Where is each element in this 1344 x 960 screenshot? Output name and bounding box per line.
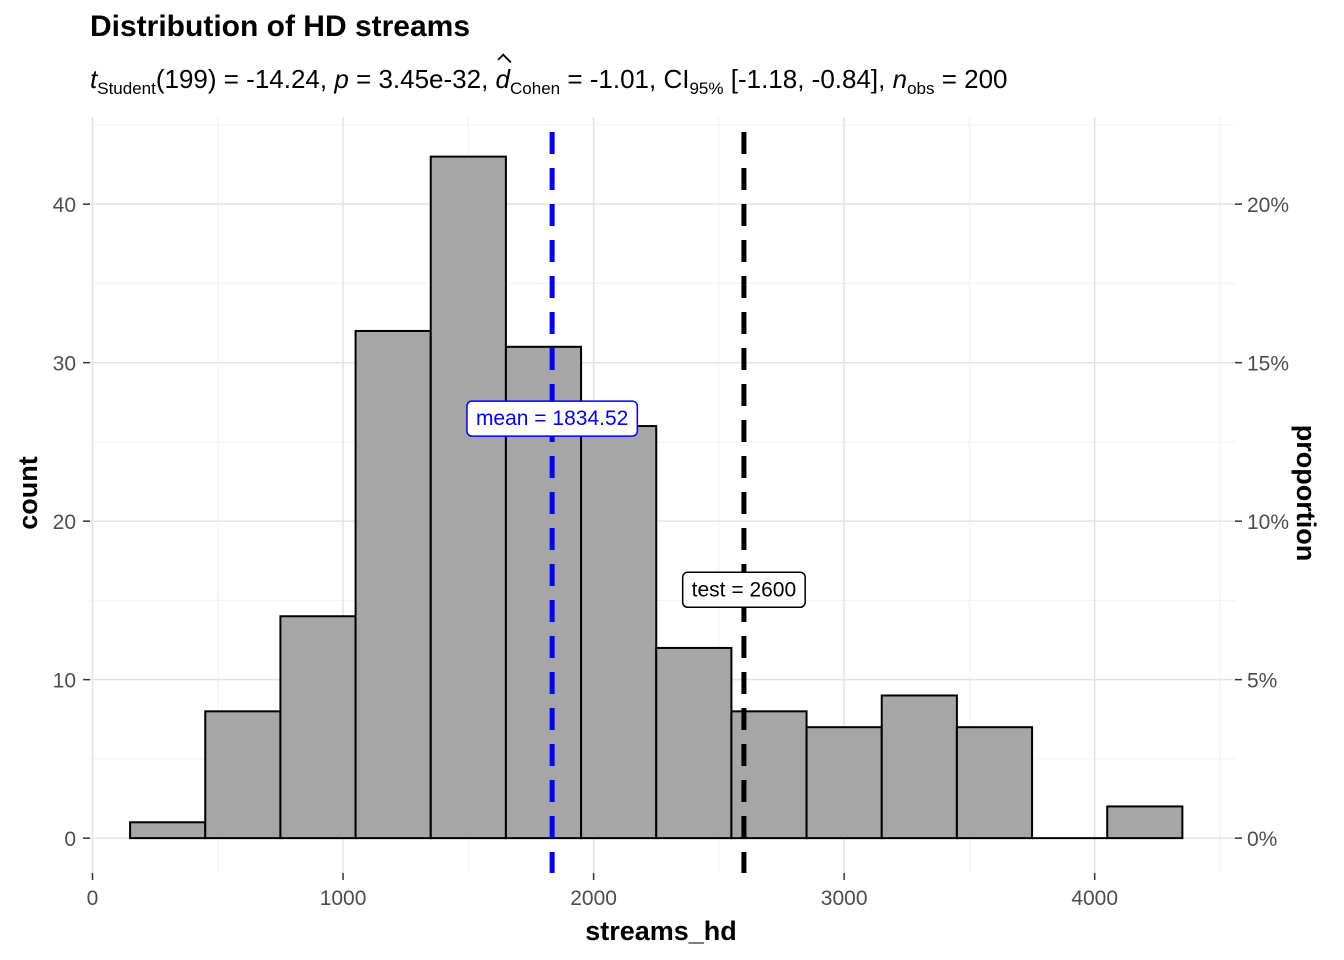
t-subscript: Student <box>97 79 156 98</box>
histogram-bar <box>805 726 883 840</box>
y-tick-label: 40 <box>53 194 76 217</box>
d-symbol: d <box>495 64 511 94</box>
n-value: = 200 <box>934 64 1008 94</box>
t-statistic: (199) = -14.24, <box>155 64 335 94</box>
y2-tick-label: 5% <box>1247 670 1277 693</box>
axes: 0 1000 2000 3000 4000 0 10 20 30 40 0% 5% 10% 15% 20% <box>53 194 1289 910</box>
y-tick-label: 10 <box>53 670 76 693</box>
y2-tick-label: 10% <box>1247 511 1289 534</box>
x-tick-label: 2000 <box>570 887 617 910</box>
y-tick-label: 30 <box>53 353 76 376</box>
y2-tick-label: 20% <box>1247 194 1289 217</box>
y2-tick-label: 0% <box>1247 828 1277 851</box>
n-symbol: n <box>892 64 908 94</box>
p-symbol: p <box>334 64 349 94</box>
d-subscript: Cohen <box>510 79 561 98</box>
mean-label-box <box>466 400 639 437</box>
n-subscript: obs <box>907 79 935 98</box>
x-tick-label: 0 <box>87 887 99 910</box>
histogram-bar <box>129 821 207 840</box>
y-tick-label: 0 <box>64 828 76 851</box>
y2-tick-label: 15% <box>1247 353 1289 376</box>
y2-axis-title: proportion <box>1291 425 1321 561</box>
reference-lines <box>549 132 747 873</box>
histogram-bar <box>880 694 958 840</box>
histogram-bar <box>1106 805 1184 840</box>
mean-label: mean = 1834.52 <box>476 407 628 430</box>
chart-title: Distribution of HD streams <box>90 10 471 43</box>
x-tick-label: 3000 <box>821 887 868 910</box>
ci-subscript: 95% <box>689 79 724 98</box>
ci-value: [-1.18, -0.84], <box>723 64 893 94</box>
histogram-bar <box>955 726 1034 840</box>
x-tick-label: 1000 <box>320 887 367 910</box>
d-value: = -1.01, CI <box>560 64 690 94</box>
histogram-bar <box>354 329 432 840</box>
test-label-box <box>681 571 806 609</box>
chart-subtitle: tStudent(199) = -14.24, p = 3.45e-32, dC… <box>90 64 1008 99</box>
y-tick-label: 20 <box>53 511 76 534</box>
bars <box>129 155 1184 840</box>
histogram-bar <box>730 710 808 840</box>
test-label: test = 2600 <box>692 578 797 601</box>
histogram-bar <box>655 646 733 840</box>
histogram-bar <box>204 710 282 840</box>
p-value: = 3.45e-32, <box>348 64 496 94</box>
histogram-bar <box>429 155 507 840</box>
t-symbol: t <box>90 64 98 94</box>
x-tick-label: 4000 <box>1071 887 1118 910</box>
x-axis-title: streams_hd <box>585 916 737 946</box>
histogram-bar <box>279 615 357 840</box>
histogram-bar <box>580 425 658 840</box>
y-axis-title: count <box>13 456 43 530</box>
reference-labels: mean = 1834.52 test = 2600 <box>466 400 806 609</box>
